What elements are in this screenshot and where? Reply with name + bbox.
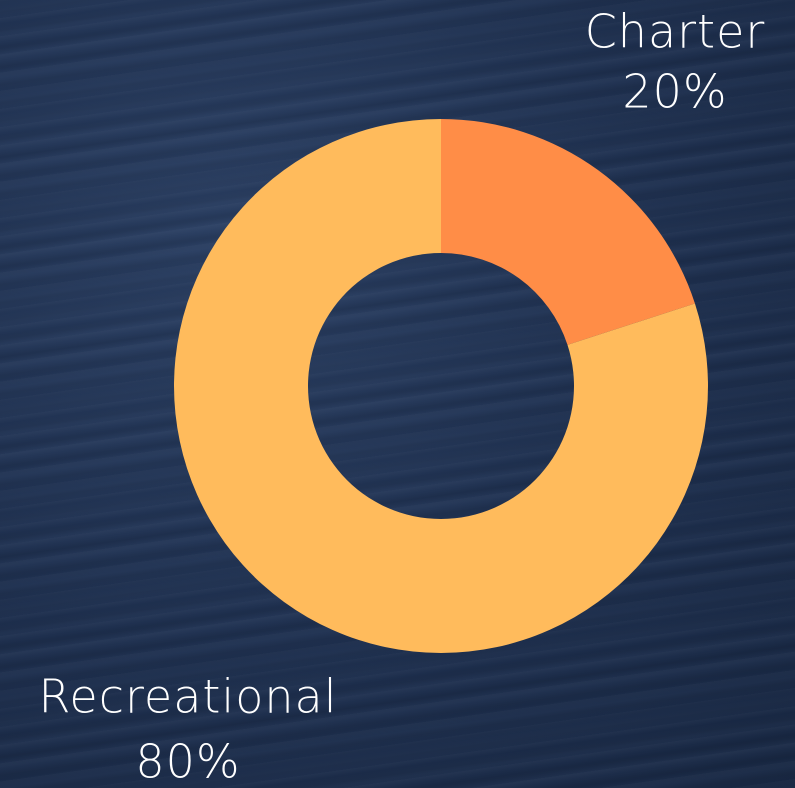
slice-value-label: 20% (622, 65, 727, 119)
slice-label: Charter (585, 5, 766, 59)
donut-slice (441, 119, 695, 345)
slice-value-label: 80% (135, 735, 240, 788)
donut-slice (174, 119, 708, 653)
slice-label: Recreational (39, 670, 338, 724)
